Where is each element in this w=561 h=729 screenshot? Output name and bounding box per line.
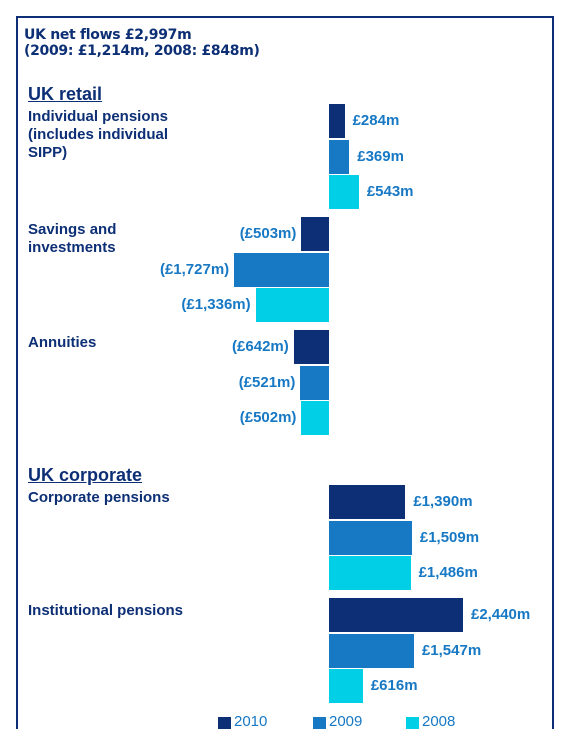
legend-swatch: [406, 717, 419, 729]
legend-swatch: [218, 717, 231, 729]
value-label: (£502m): [239, 409, 297, 426]
bar: [329, 485, 406, 519]
value-label: £284m: [352, 112, 400, 129]
category-label: Annuities: [28, 334, 97, 351]
section-heading: UK corporate: [28, 465, 143, 485]
value-label: £543m: [366, 183, 414, 200]
value-label: (£642m): [232, 338, 289, 355]
bar: [329, 598, 463, 632]
category-label: Savings and investments: [28, 221, 117, 256]
bar: [329, 175, 359, 209]
value-label: £616m: [370, 677, 418, 694]
bar: [301, 217, 329, 251]
bar: [300, 365, 329, 400]
value-label: £1,390m: [413, 493, 473, 510]
value-label: £1,547m: [421, 641, 482, 659]
legend-swatch: [313, 717, 326, 729]
frame: [16, 16, 554, 729]
bar: [293, 330, 329, 364]
section-heading: UK retail: [28, 84, 103, 104]
value-label: £369m: [357, 147, 404, 165]
value-label: (£521m): [238, 373, 296, 391]
bar: [329, 104, 345, 138]
value-label: £1,509m: [419, 528, 480, 546]
bar: [301, 401, 329, 435]
category-label: Individual pensions (includes individual…: [28, 108, 169, 161]
bar: [329, 669, 363, 703]
value-label: (£1,336m): [181, 296, 251, 313]
chart-title: UK net flows £2,997m: [24, 27, 192, 43]
category-label: Corporate pensions: [28, 489, 170, 506]
legend-label: 2008: [422, 713, 456, 729]
value-label: £2,440m: [471, 606, 531, 623]
bar: [329, 520, 412, 555]
bar: [329, 556, 411, 590]
legend-label: 2009: [329, 713, 363, 729]
bar: [329, 633, 414, 668]
bar: [255, 288, 329, 322]
value-label: (£1,727m): [159, 260, 230, 278]
value-label: £1,486m: [418, 564, 478, 581]
category-label: Institutional pensions: [28, 602, 184, 619]
bar: [234, 252, 329, 287]
chart-subtitle: (2009: £1,214m, 2008: £848m): [24, 43, 260, 59]
value-label: (£503m): [239, 225, 297, 242]
legend-label: 2010: [234, 713, 268, 729]
bar: [329, 139, 350, 174]
